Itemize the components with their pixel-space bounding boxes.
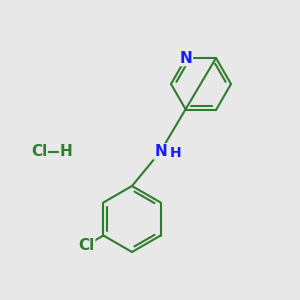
Text: N: N [180, 50, 192, 65]
Text: N: N [154, 144, 167, 159]
Text: Cl: Cl [31, 144, 47, 159]
Text: H: H [170, 146, 181, 160]
Text: Cl: Cl [78, 238, 95, 253]
Text: H: H [60, 144, 72, 159]
